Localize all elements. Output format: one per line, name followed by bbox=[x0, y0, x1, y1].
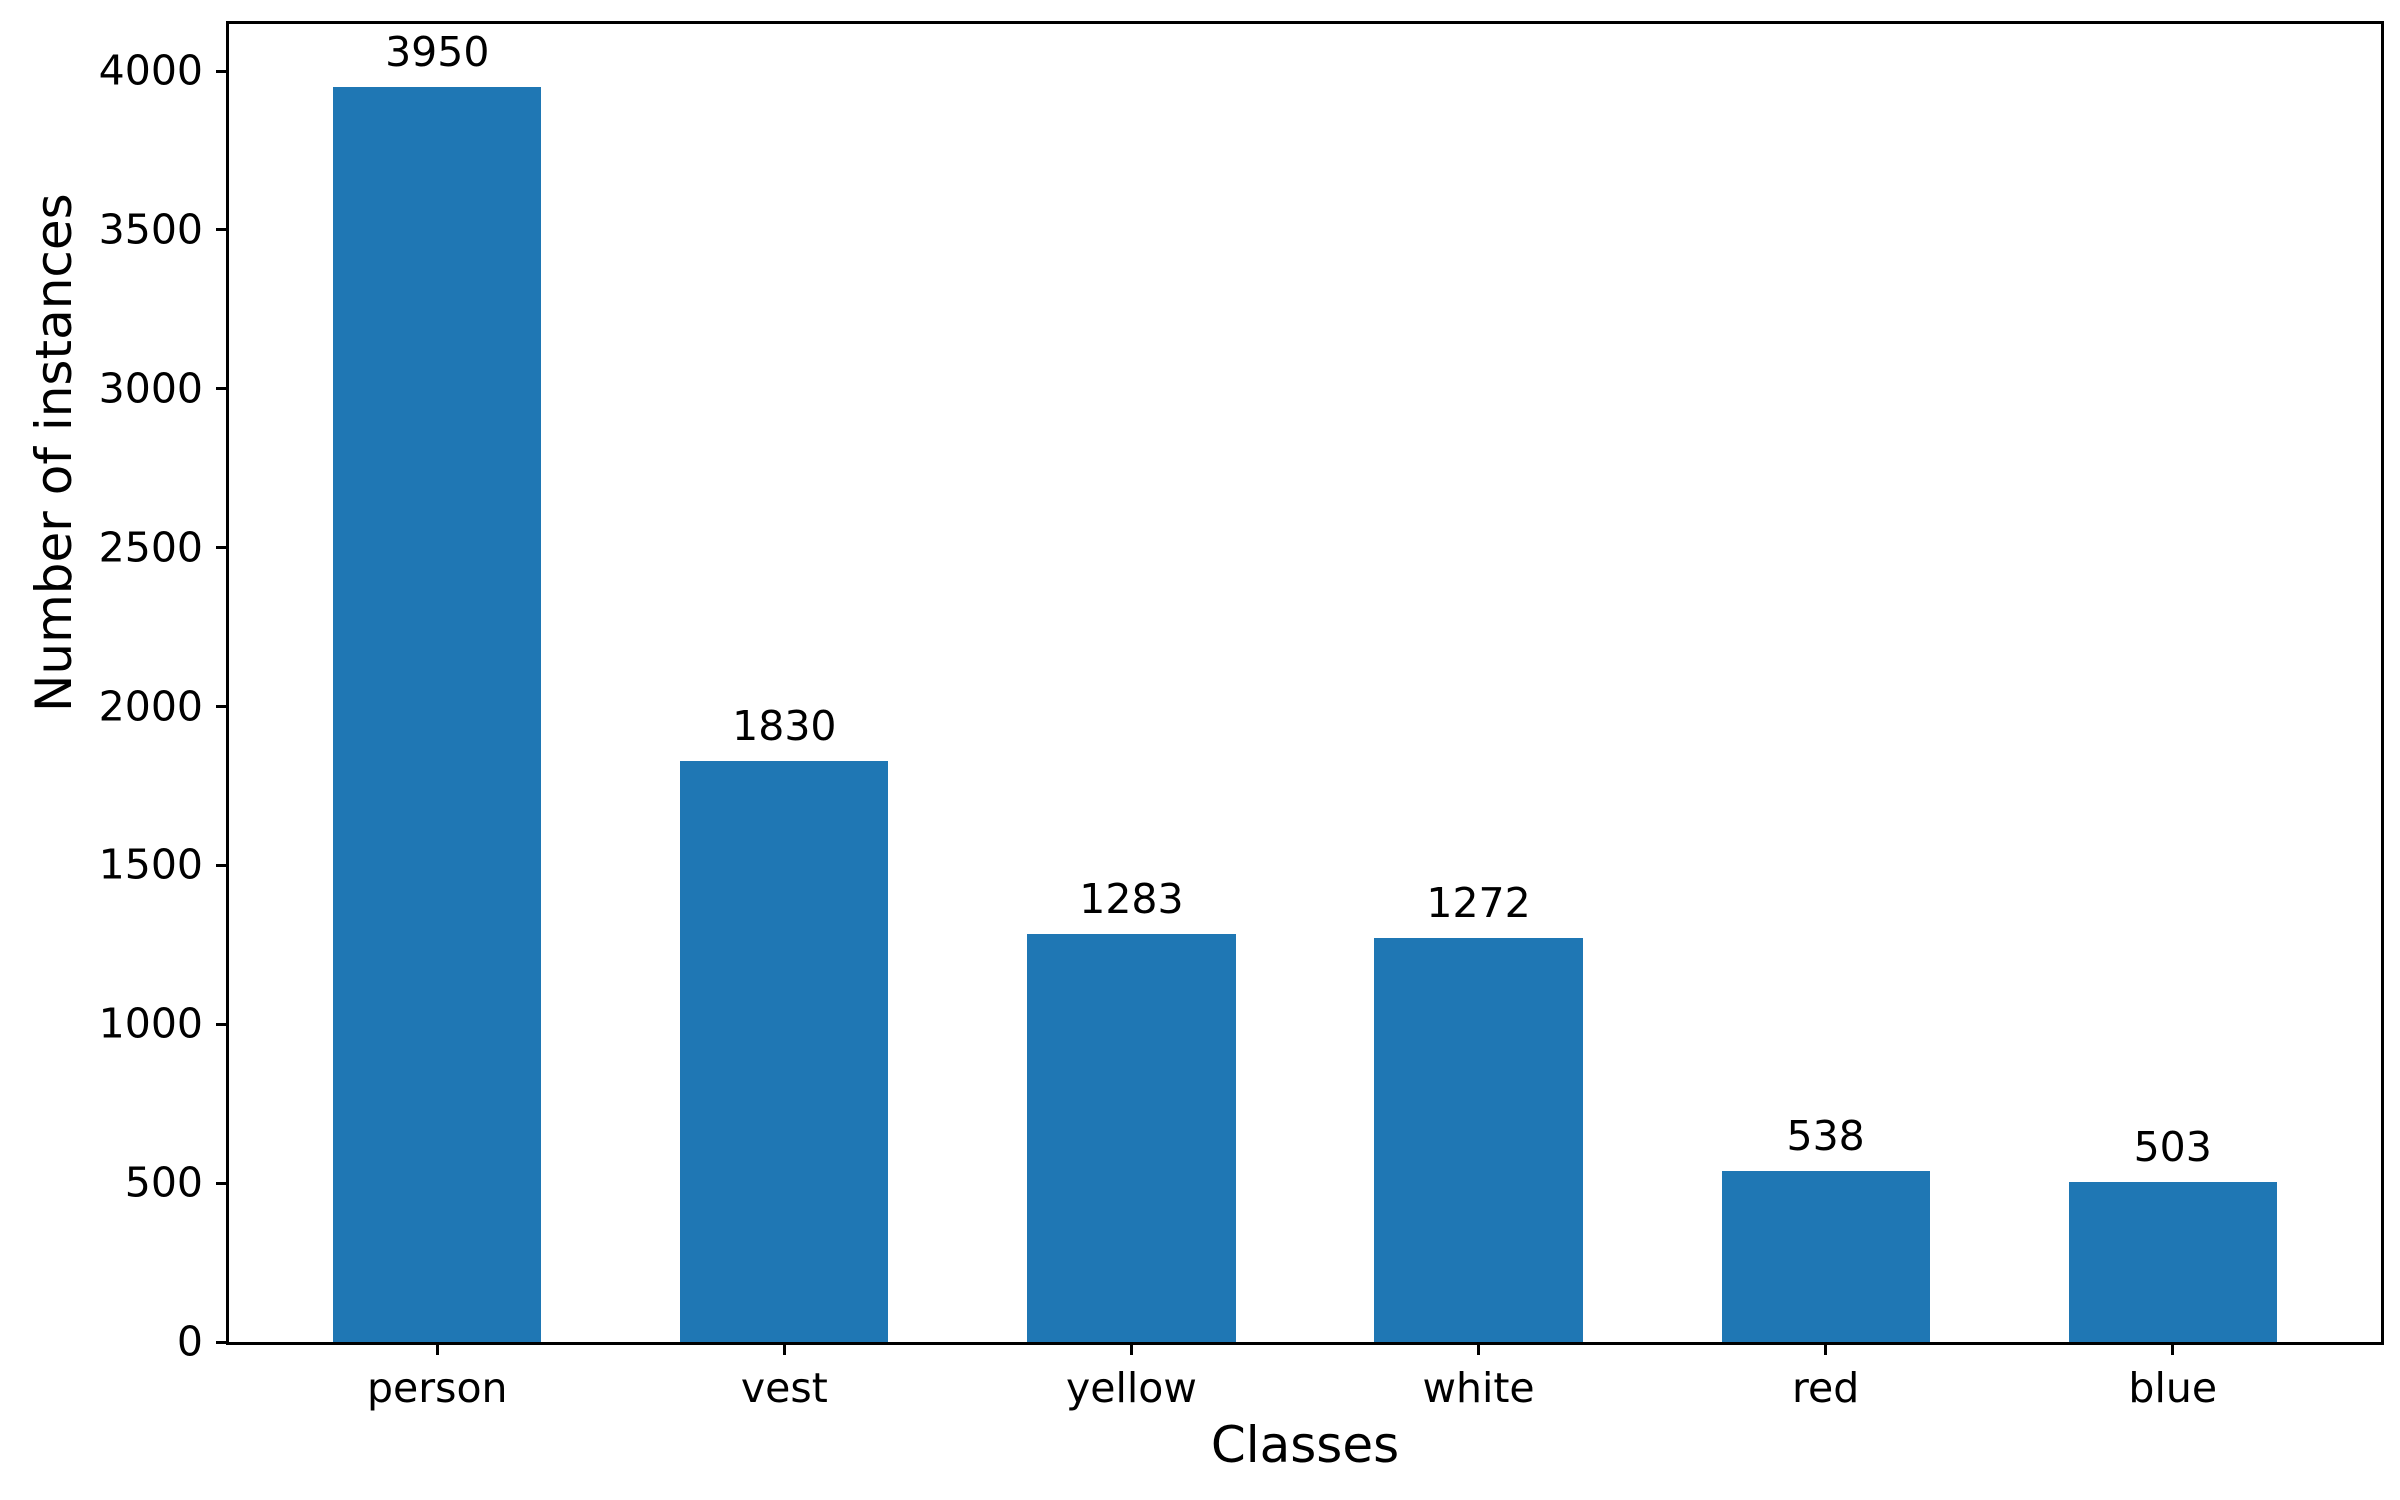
y-tick-mark bbox=[216, 1340, 226, 1344]
x-tick-label-red: red bbox=[1792, 1364, 1860, 1412]
y-tick-mark bbox=[216, 228, 226, 232]
y-axis-label: Number of instances bbox=[25, 193, 83, 712]
bar-person bbox=[333, 86, 542, 1342]
x-tick-label-yellow: yellow bbox=[1065, 1364, 1197, 1412]
x-tick-mark bbox=[782, 1345, 786, 1355]
bar-vest bbox=[680, 760, 889, 1342]
plot-area: 3950 person 1830 vest 1283 yellow 1272 white 538… bbox=[99, 24, 2381, 1412]
y-tick-label: 1500 bbox=[98, 840, 203, 889]
y-tick-mark bbox=[216, 1022, 226, 1026]
bar-yellow bbox=[1027, 934, 1236, 1342]
bar-value-label: 538 bbox=[1786, 1112, 1865, 1161]
bar-value-label: 1272 bbox=[1426, 878, 1531, 927]
x-tick-label-person: person bbox=[366, 1364, 508, 1412]
y-tick-label: 0 bbox=[176, 1317, 203, 1366]
y-tick-label: 4000 bbox=[98, 46, 203, 95]
bar-white bbox=[1374, 937, 1583, 1342]
bar-value-label: 1283 bbox=[1079, 875, 1184, 924]
x-tick-mark bbox=[1129, 1345, 1133, 1355]
y-tick-label: 1000 bbox=[98, 999, 203, 1048]
x-tick-mark bbox=[1477, 1345, 1481, 1355]
y-tick-label: 3500 bbox=[98, 205, 203, 254]
x-tick-mark bbox=[435, 1345, 439, 1355]
x-tick-label-blue: blue bbox=[2128, 1364, 2218, 1412]
y-axis-label-text: Number of instances bbox=[25, 193, 83, 712]
bar-value-label: 1830 bbox=[732, 701, 837, 750]
y-tick-mark bbox=[216, 546, 226, 550]
x-tick-mark bbox=[1824, 1345, 1828, 1355]
x-tick-mark bbox=[2171, 1345, 2175, 1355]
y-tick-label: 3000 bbox=[98, 364, 203, 413]
bar-value-label: 3950 bbox=[385, 27, 490, 76]
y-tick-mark bbox=[216, 69, 226, 73]
x-axis-label: Classes bbox=[1210, 1416, 1400, 1474]
y-tick-mark bbox=[216, 863, 226, 867]
y-tick-mark bbox=[216, 387, 226, 391]
y-tick-label: 2000 bbox=[98, 682, 203, 730]
y-tick-label: 2500 bbox=[98, 523, 203, 572]
y-tick-label: 500 bbox=[124, 1158, 203, 1207]
x-tick-label-vest: vest bbox=[740, 1364, 828, 1412]
bar-value-label: 503 bbox=[2133, 1123, 2212, 1172]
bar-blue bbox=[2068, 1182, 2277, 1342]
x-tick-label-white: white bbox=[1422, 1364, 1535, 1412]
bar-red bbox=[1721, 1171, 1930, 1342]
y-tick-mark bbox=[216, 705, 226, 708]
plot-frame: 3950 person 1830 vest 1283 yellow 1272 white 538… bbox=[99, 21, 2384, 1412]
y-tick-mark bbox=[216, 1181, 226, 1185]
